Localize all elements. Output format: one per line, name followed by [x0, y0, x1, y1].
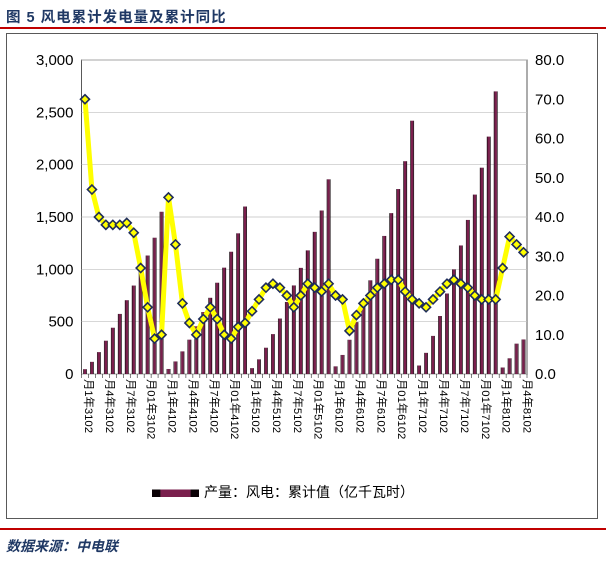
svg-text:月7年6102: 月7年6102: [374, 379, 388, 433]
svg-text:30.0: 30.0: [535, 248, 564, 265]
svg-text:月4年7102: 月4年7102: [437, 379, 451, 433]
svg-text:3,000: 3,000: [36, 52, 74, 69]
svg-text:月7年7102: 月7年7102: [458, 379, 472, 433]
svg-text:月1年8102: 月1年8102: [500, 379, 514, 433]
svg-text:月7年3102: 月7年3102: [124, 379, 138, 433]
svg-text:20.0: 20.0: [535, 288, 564, 305]
svg-text:70.0: 70.0: [535, 91, 564, 108]
svg-text:10.0: 10.0: [535, 327, 564, 344]
svg-text:月4年5102: 月4年5102: [270, 379, 284, 433]
svg-text:0: 0: [65, 366, 73, 383]
svg-text:月01年4102: 月01年4102: [228, 379, 242, 439]
svg-text:2,500: 2,500: [36, 104, 74, 121]
svg-text:月1年7102: 月1年7102: [416, 379, 430, 433]
svg-text:80.0: 80.0: [535, 52, 564, 69]
svg-text:月4年4102: 月4年4102: [186, 379, 200, 433]
svg-text:月7年4102: 月7年4102: [207, 379, 221, 433]
svg-text:月01年3102: 月01年3102: [145, 379, 159, 439]
svg-text:产量：风电：累计值（亿千瓦时）: 产量：风电：累计值（亿千瓦时）: [204, 484, 414, 500]
svg-text:500: 500: [48, 314, 73, 331]
svg-text:月01年5102: 月01年5102: [312, 379, 326, 439]
svg-text:2,000: 2,000: [36, 157, 74, 174]
svg-text:1,000: 1,000: [36, 261, 74, 278]
svg-text:40.0: 40.0: [535, 209, 564, 226]
svg-text:月01年6102: 月01年6102: [395, 379, 409, 439]
svg-text:月4年8102: 月4年8102: [521, 379, 535, 433]
svg-text:月1年6102: 月1年6102: [333, 379, 347, 433]
svg-text:月4年3102: 月4年3102: [103, 379, 117, 433]
svg-text:月1年5102: 月1年5102: [249, 379, 263, 433]
svg-text:月4年6102: 月4年6102: [353, 379, 367, 433]
svg-text:60.0: 60.0: [535, 131, 564, 148]
svg-text:50.0: 50.0: [535, 170, 564, 187]
svg-text:月1年4102: 月1年4102: [166, 379, 180, 433]
svg-text:1,500: 1,500: [36, 209, 74, 226]
svg-text:月7年5102: 月7年5102: [291, 379, 305, 433]
svg-text:月1年3102: 月1年3102: [82, 379, 96, 433]
svg-text:月01年7102: 月01年7102: [479, 379, 493, 439]
svg-text:0.0: 0.0: [535, 366, 556, 383]
